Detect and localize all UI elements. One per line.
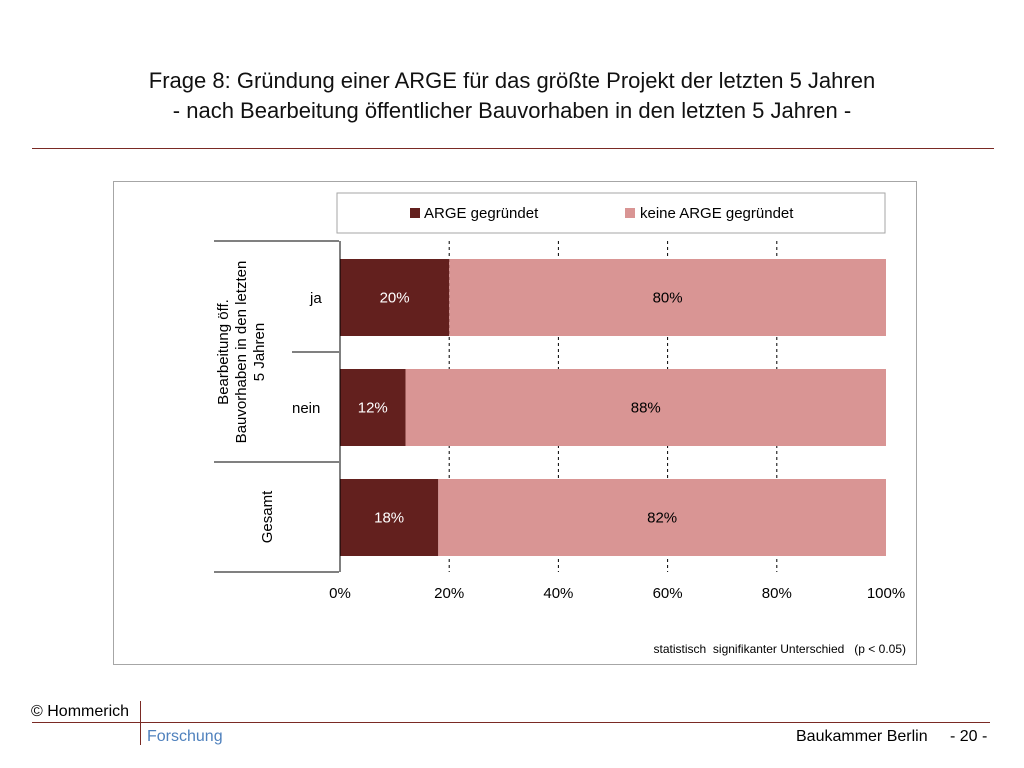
bar-data-label: 80% xyxy=(653,290,683,307)
bar-data-label: 82% xyxy=(647,510,677,527)
legend-box xyxy=(336,192,886,234)
group-label-bearbeitung: Bearbeitung öff. Bauvorhaben in den letz… xyxy=(215,261,268,444)
bar-data-label: 20% xyxy=(380,290,410,307)
bar-data-label: 12% xyxy=(358,400,388,417)
x-tick-label: 80% xyxy=(762,585,792,602)
bar-data-label: 88% xyxy=(631,400,661,417)
copyright-text: © Hommerich xyxy=(31,703,130,720)
group-label-gesamt: Gesamt xyxy=(259,490,276,543)
slide-title-line-2: - nach Bearbeitung öffentlicher Bauvorha… xyxy=(172,98,852,123)
bar-data-label: 18% xyxy=(374,510,404,527)
group-label-line-2: Bauvorhaben in den letzten xyxy=(233,261,250,444)
forschung-text: Forschung xyxy=(147,728,223,745)
chart-frame: ARGE gegründet keine ARGE gegründet 20% 8… xyxy=(113,181,917,665)
legend-label-keine-arge: keine ARGE gegründet xyxy=(640,205,794,222)
slide-title-line-1: Frage 8: Gründung einer ARGE für das grö… xyxy=(148,68,876,93)
category-label-ja: ja xyxy=(309,290,322,307)
footer-vertical-divider xyxy=(140,701,141,745)
x-axis-ticks: 0% 20% 40% 60% 80% 100% xyxy=(329,585,905,602)
organization-name: Baukammer Berlin xyxy=(796,728,928,745)
legend-swatch-arge-gegruendet xyxy=(410,208,420,218)
category-label-nein: nein xyxy=(292,400,320,417)
category-axis: ja nein Bearbeitung öff. Bauvorhaben in … xyxy=(214,240,339,573)
bar-segment xyxy=(449,259,886,336)
legend-label-arge-gegruendet: ARGE gegründet xyxy=(424,205,539,222)
group-label-line-3: 5 Jahren xyxy=(251,323,268,381)
significance-note: statistisch signifikanter Unterschied (p… xyxy=(654,642,906,656)
bar-segment xyxy=(340,259,450,336)
bar-segment xyxy=(405,369,886,446)
x-tick-label: 20% xyxy=(434,585,464,602)
x-tick-label: 60% xyxy=(653,585,683,602)
bar-segment xyxy=(340,479,439,556)
x-tick-label: 0% xyxy=(329,585,351,602)
chart-legend: ARGE gegründet keine ARGE gegründet xyxy=(336,192,886,234)
group-label-line-1: Bearbeitung öff. xyxy=(215,299,232,405)
x-tick-label: 40% xyxy=(543,585,573,602)
stacked-bar-chart: ARGE gegründet keine ARGE gegründet 20% 8… xyxy=(214,192,906,656)
x-tick-label: 100% xyxy=(867,585,905,602)
title-divider xyxy=(32,148,994,149)
group-label-gesamt-text: Gesamt xyxy=(259,490,276,543)
footer-divider xyxy=(32,722,990,723)
plot-area: 20% 80% 12% 88% 18% 82% xyxy=(339,241,886,572)
bar-segment xyxy=(340,369,406,446)
legend-swatch-keine-arge xyxy=(625,208,635,218)
bar-segment xyxy=(438,479,886,556)
page-number: - 20 - xyxy=(950,728,988,745)
